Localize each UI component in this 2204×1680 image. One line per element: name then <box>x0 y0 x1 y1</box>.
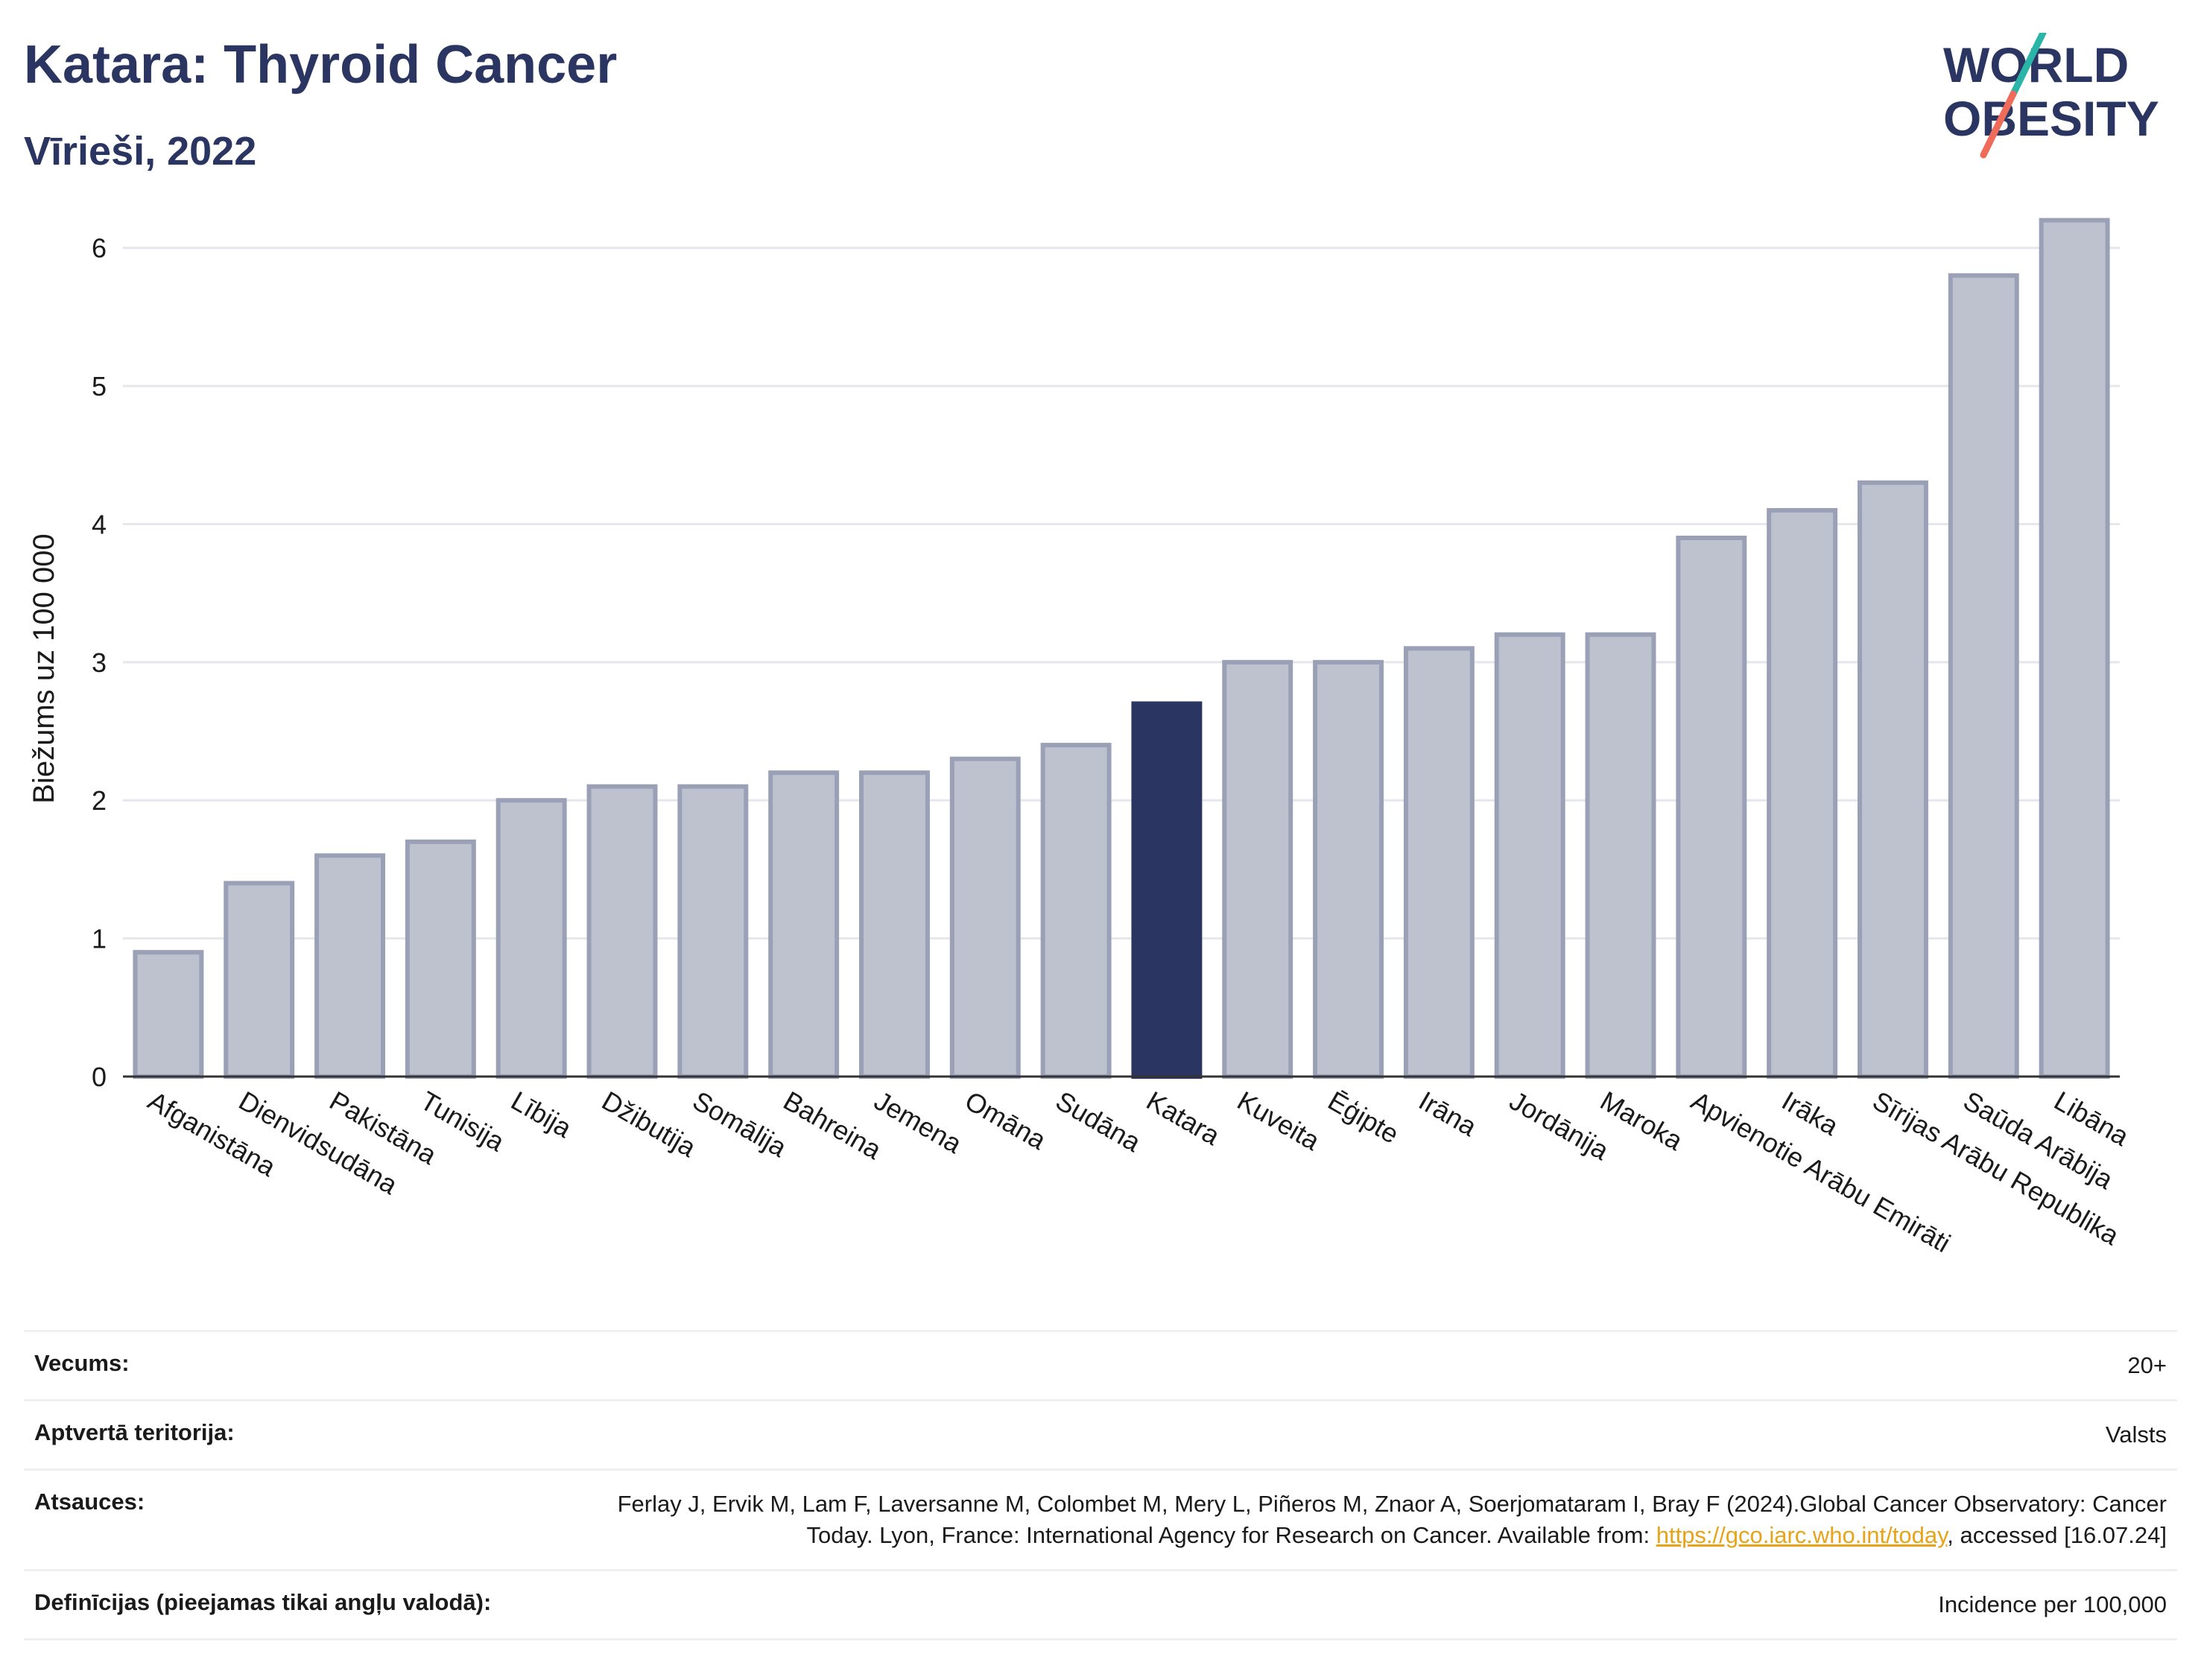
bar-chart: 0 1 2 3 4 5 6 AfganistānaDienvidsudānaPakistān… <box>28 218 2135 1258</box>
x-tick-label: Omāna <box>960 1085 1052 1156</box>
bar <box>224 881 295 1079</box>
y-tick-label: 5 <box>92 371 107 402</box>
meta-row-age: Vecums: 20+ <box>24 1330 2177 1399</box>
meta-row-references: Atsauces: Ferlay J, Ervik M, Lam F, Lave… <box>24 1468 2177 1569</box>
bar <box>1313 659 1384 1079</box>
page-subtitle: Vīrieši, 2022 <box>24 129 257 174</box>
x-tick-label: Lībija <box>506 1085 577 1144</box>
bar <box>586 784 658 1079</box>
y-axis-label: Biežums uz 100 000 <box>28 533 60 803</box>
bar <box>133 950 204 1079</box>
bar-highlight <box>1131 701 1203 1079</box>
x-tick-label: Džibutija <box>597 1085 702 1163</box>
bar <box>858 770 930 1080</box>
bar <box>949 756 1021 1079</box>
coverage-value: Valsts <box>2105 1421 2167 1448</box>
logo-line2: OBESITY <box>1943 91 2159 146</box>
bar <box>1494 632 1565 1079</box>
logo-slash-bottom <box>1980 90 2017 159</box>
x-axis-ticks: AfganistānaDienvidsudānaPakistānaTunisij… <box>143 1085 2135 1258</box>
x-tick-label: Jemena <box>869 1085 967 1159</box>
bar <box>1676 536 1747 1079</box>
bar <box>1403 646 1475 1079</box>
x-tick-label: Bahreina <box>779 1085 887 1165</box>
logo-slash-top <box>2010 33 2047 98</box>
references-link[interactable]: https://gco.iarc.who.int/today <box>1656 1522 1948 1548</box>
x-tick-label: Ēģipte <box>1323 1085 1405 1150</box>
meta-row-coverage: Aptvertā teritorija: Valsts <box>24 1399 2177 1468</box>
x-tick-label: Sudāna <box>1051 1085 1147 1158</box>
references-text-end: , accessed [16.07.24] <box>1947 1522 2167 1548</box>
coverage-label: Aptvertā teritorija: <box>34 1419 235 1445</box>
x-tick-label: Kuveita <box>1232 1085 1326 1156</box>
y-tick-label: 2 <box>92 785 107 816</box>
age-value: 20+ <box>2127 1352 2167 1378</box>
references-label: Atsauces: <box>34 1489 145 1515</box>
metadata-table: Vecums: 20+ Aptvertā teritorija: Valsts … <box>24 1330 2177 1641</box>
x-tick-label: Jordānija <box>1504 1085 1615 1166</box>
y-tick-label: 3 <box>92 647 107 678</box>
y-axis-ticks: 0 1 2 3 4 5 6 <box>92 233 107 1092</box>
bar <box>314 853 386 1080</box>
bar <box>495 798 567 1079</box>
meta-row-definitions: Definīcijas (pieejamas tikai angļu valod… <box>24 1569 2177 1641</box>
y-tick-label: 6 <box>92 233 107 264</box>
y-tick-label: 4 <box>92 509 107 539</box>
references-text: Ferlay J, Ervik M, Lam F, Laversanne M, … <box>617 1491 2167 1548</box>
x-tick-label: Irāna <box>1413 1085 1482 1142</box>
bar <box>405 839 476 1079</box>
x-tick-label: Katara <box>1141 1085 1226 1151</box>
bar <box>768 770 840 1080</box>
y-tick-label: 1 <box>92 924 107 954</box>
world-obesity-logo: WORLD OBESITY <box>1943 33 2159 159</box>
page-title: Katara: Thyroid Cancer <box>24 35 618 95</box>
x-tick-label: Somālija <box>688 1085 793 1163</box>
references-value: Ferlay J, Ervik M, Lam F, Laversanne M, … <box>602 1489 2167 1551</box>
bar <box>677 784 749 1079</box>
bar <box>1767 507 1838 1079</box>
bar <box>1948 273 2019 1079</box>
x-tick-label: Irāka <box>1777 1085 1845 1141</box>
bar <box>1222 659 1293 1079</box>
definitions-label: Definīcijas (pieejamas tikai angļu valod… <box>34 1589 492 1615</box>
bar <box>1040 743 1112 1079</box>
bar <box>1857 480 1928 1080</box>
bars <box>133 218 2110 1080</box>
definitions-value: Incidence per 100,000 <box>1938 1591 2167 1617</box>
age-label: Vecums: <box>34 1350 130 1376</box>
bar <box>1585 632 1656 1079</box>
y-tick-label: 0 <box>92 1062 107 1092</box>
bar <box>2039 218 2110 1080</box>
